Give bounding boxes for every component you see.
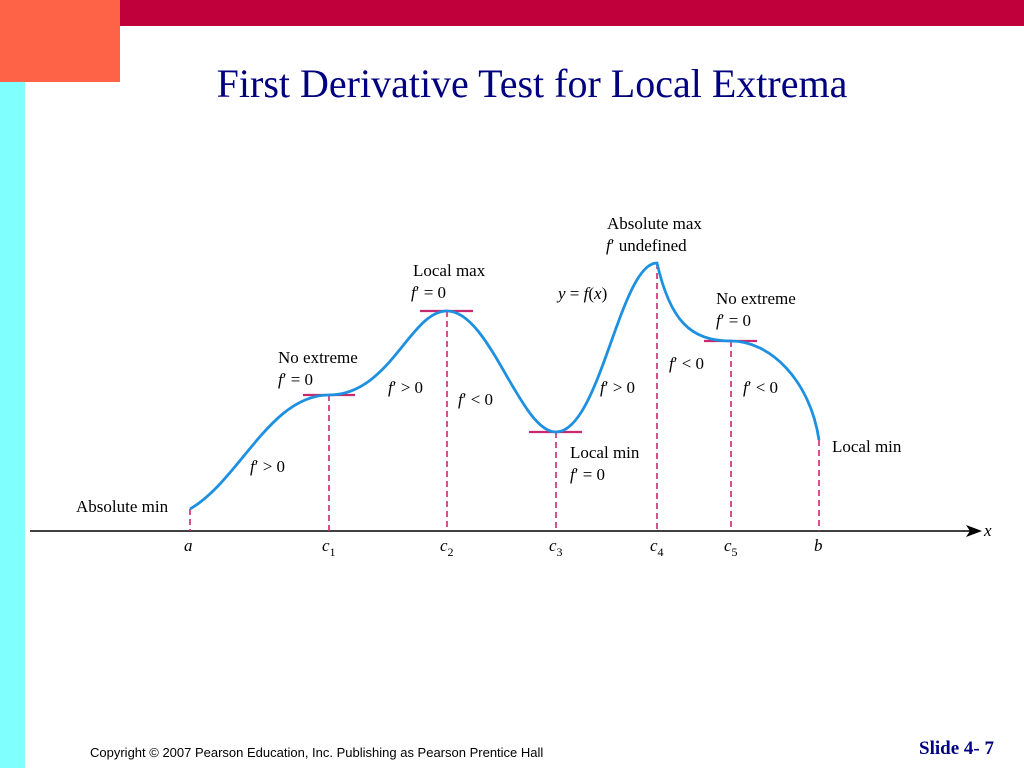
interval-c5-b-sign: f′ < 0: [743, 378, 778, 397]
point-c3-condition: f′ = 0: [570, 465, 605, 484]
tick-label-c1: c1: [322, 536, 336, 559]
x-axis-label: x: [983, 521, 992, 540]
slide-number: Slide 4- 7: [919, 738, 994, 759]
tick-label-c5: c5: [724, 536, 738, 559]
tick-label-c2: c2: [440, 536, 454, 559]
point-c2-label: Local max: [413, 261, 486, 280]
x-axis-arrowhead: [966, 525, 982, 537]
tick-label-b: b: [814, 536, 823, 555]
point-c4-label: Absolute max: [607, 214, 702, 233]
interval-c4-c5-sign: f′ < 0: [669, 354, 704, 373]
corner-accent-box: [0, 0, 120, 82]
top-accent-bar: [0, 0, 1024, 26]
left-accent-bar: [0, 82, 25, 768]
point-a-label: Absolute min: [76, 497, 169, 516]
point-c2-condition: f′ = 0: [411, 283, 446, 302]
interval-c3-c4-sign: f′ > 0: [600, 378, 635, 397]
point-b-label: Local min: [832, 437, 902, 456]
tick-label-c4: c4: [650, 536, 664, 559]
interval-c1-c2-sign: f′ > 0: [388, 378, 423, 397]
interval-a-c1-sign: f′ > 0: [250, 457, 285, 476]
tick-label-c3: c3: [549, 536, 563, 559]
tick-label-a: a: [184, 536, 193, 555]
function-curve: [189, 261, 821, 511]
interval-c2-c3-sign: f′ < 0: [458, 390, 493, 409]
slide-title: First Derivative Test for Local Extrema: [216, 61, 848, 106]
point-c1-label: No extreme: [278, 348, 358, 367]
point-c1-condition: f′ = 0: [278, 370, 313, 389]
point-c5-label: No extreme: [716, 289, 796, 308]
copyright-notice: Copyright © 2007 Pearson Education, Inc.…: [90, 745, 544, 760]
point-c4-condition: f′ undefined: [606, 236, 687, 255]
point-c5-condition: f′ = 0: [716, 311, 751, 330]
curve-label: y = f(x): [556, 284, 607, 303]
point-c3-label: Local min: [570, 443, 640, 462]
